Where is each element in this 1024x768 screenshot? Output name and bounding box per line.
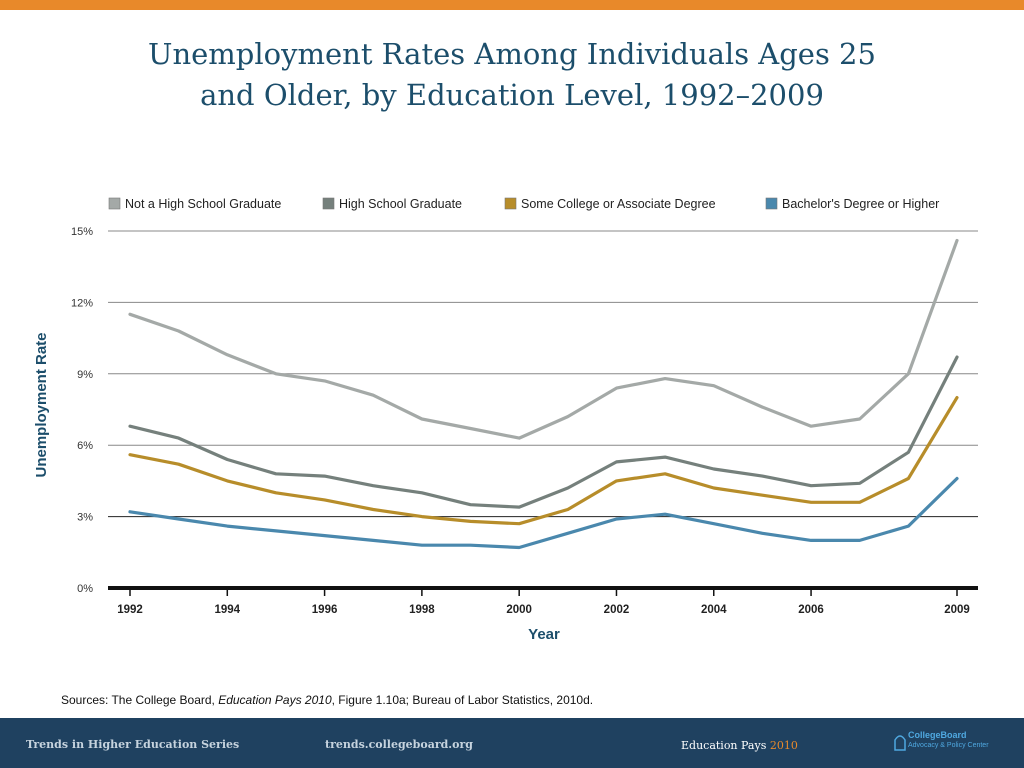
- source-italic: Education Pays 2010: [218, 693, 332, 707]
- title-line-2: and Older, by Education Level, 1992–2009: [200, 78, 824, 112]
- x-tick-label-1996: 1996: [312, 604, 338, 616]
- series-line-1: [128, 355, 959, 509]
- logo-subtitle: Advocacy & Policy Center: [908, 742, 989, 749]
- source-note: Sources: The College Board, Education Pa…: [61, 693, 593, 707]
- y-axis-title: Unemployment Rate: [33, 332, 50, 477]
- source-suffix: , Figure 1.10a; Bureau of Labor Statisti…: [331, 693, 594, 707]
- x-tick-label-2004: 2004: [701, 604, 727, 616]
- x-tick-label-2006: 2006: [798, 604, 824, 616]
- page-title: Unemployment Rates Among Individuals Age…: [0, 34, 1024, 116]
- source-prefix: Sources: The College Board,: [61, 693, 219, 707]
- logo-brand: CollegeBoard: [908, 730, 967, 740]
- series-line-2: [128, 396, 959, 526]
- x-tick-label-2002: 2002: [604, 604, 630, 616]
- y-tick-label-12: 12%: [71, 297, 93, 309]
- x-axis-title: Year: [528, 626, 560, 643]
- legend-swatch-1: [322, 197, 335, 210]
- footer-bar: Trends in Higher Education Series trends…: [0, 718, 1024, 768]
- acorn-icon: [894, 735, 906, 751]
- y-tick-label-6: 6%: [77, 440, 93, 452]
- legend-label-2: Some College or Associate Degree: [521, 197, 716, 211]
- x-tick-label-1992: 1992: [117, 604, 143, 616]
- x-tick-label-2009: 2009: [944, 604, 970, 616]
- footer-publication: Education Pays 2010: [681, 739, 798, 752]
- footer-publication-name: Education Pays: [681, 739, 767, 752]
- footer-publication-year: 2010: [769, 739, 798, 752]
- x-tick-label-1998: 1998: [409, 604, 435, 616]
- y-tick-label-0: 0%: [77, 583, 93, 595]
- title-line-1: Unemployment Rates Among Individuals Age…: [148, 37, 876, 71]
- y-tick-label-9: 9%: [77, 369, 93, 381]
- footer-series-name: Trends in Higher Education Series: [26, 738, 240, 751]
- y-tick-label-3: 3%: [77, 512, 93, 524]
- top-accent-bar: [0, 0, 1024, 10]
- series-line-3: [128, 476, 959, 550]
- legend-swatch-3: [765, 197, 778, 210]
- y-tick-label-15: 15%: [71, 226, 93, 238]
- legend-label-3: Bachelor's Degree or Higher: [782, 197, 939, 211]
- footer-site-link[interactable]: trends.collegeboard.org: [325, 738, 473, 751]
- legend-label-0: Not a High School Graduate: [125, 197, 281, 211]
- unemployment-line-chart: Not a High School Graduate High School Gr…: [33, 197, 978, 643]
- legend-swatch-0: [108, 197, 121, 210]
- legend-label-1: High School Graduate: [339, 197, 462, 211]
- x-tick-label-2000: 2000: [506, 604, 532, 616]
- collegeboard-logo[interactable]: CollegeBoard Advocacy & Policy Center: [893, 728, 1008, 762]
- series-line-0: [128, 238, 959, 440]
- x-tick-label-1994: 1994: [214, 604, 240, 616]
- legend-swatch-2: [504, 197, 517, 210]
